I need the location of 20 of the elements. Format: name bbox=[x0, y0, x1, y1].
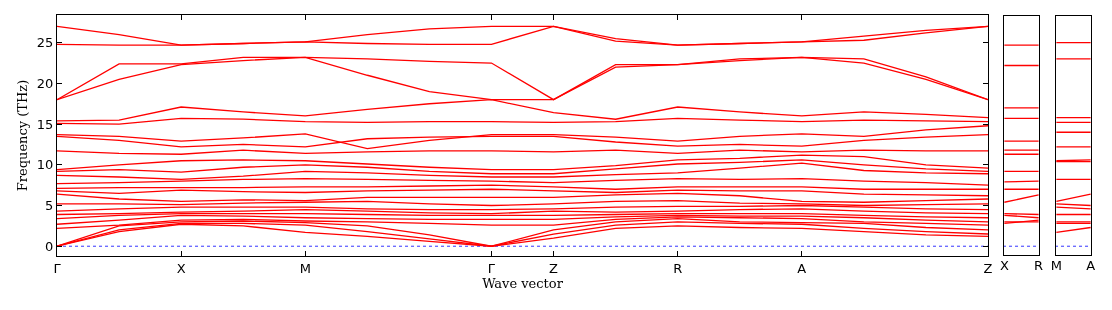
x-tick-label: M bbox=[299, 260, 311, 276]
x-tick-label: R bbox=[673, 260, 683, 276]
x-tick-label: Z bbox=[983, 260, 993, 276]
x-tick-label: X bbox=[999, 258, 1009, 273]
x-tick-label: Γ bbox=[487, 260, 496, 276]
y-axis-title: Frequency (THz) bbox=[14, 79, 30, 192]
x-axis-title: Wave vector bbox=[482, 276, 564, 292]
y-tick-label: 15 bbox=[36, 116, 54, 132]
y-tick-label: 25 bbox=[36, 35, 54, 51]
x-tick-label: A bbox=[797, 260, 807, 276]
x-tick-label: M bbox=[1050, 258, 1062, 273]
y-tick-label: 10 bbox=[36, 157, 54, 173]
x-tick-label: Γ bbox=[53, 260, 62, 276]
y-tick-label: 5 bbox=[44, 198, 54, 214]
x-tick-label: Z bbox=[549, 260, 559, 276]
x-tick-label: X bbox=[176, 260, 186, 276]
x-tick-label: R bbox=[1034, 258, 1044, 273]
x-tick-label: A bbox=[1086, 258, 1096, 273]
y-tick-label: 20 bbox=[36, 75, 54, 91]
y-tick-label: 0 bbox=[44, 238, 54, 254]
